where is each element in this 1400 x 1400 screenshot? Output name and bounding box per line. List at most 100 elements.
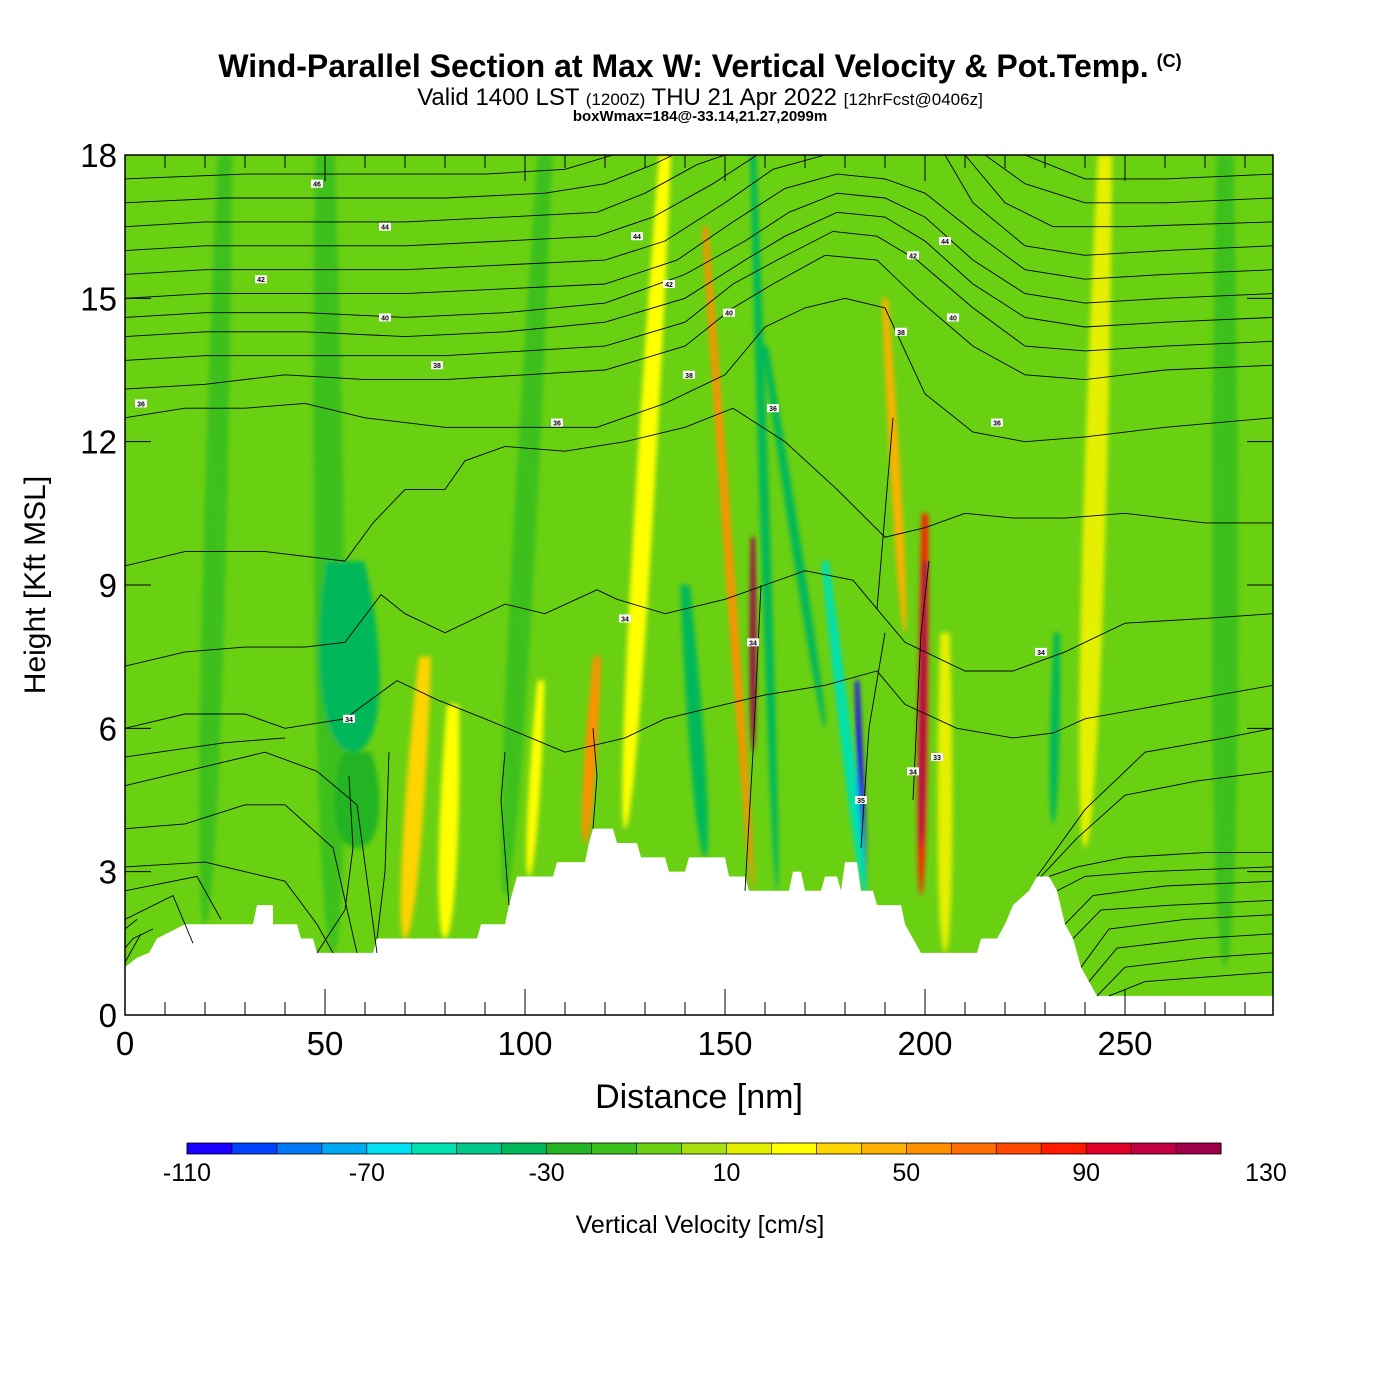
colorbar-swatch <box>726 1143 772 1154</box>
contour-label-bg <box>1035 647 1047 656</box>
colorbar-swatch <box>951 1143 997 1154</box>
contour-label-bg <box>135 399 147 408</box>
contour-label-bg <box>931 753 943 761</box>
colorbar-swatch <box>1041 1143 1087 1154</box>
colorbar-swatch <box>501 1143 548 1154</box>
y-tick-label: 15 <box>80 280 117 317</box>
contour-label: 42 <box>255 275 267 284</box>
velocity-plume <box>622 155 671 829</box>
colorbar-frame <box>186 1142 1222 1155</box>
contour-label-text: 34 <box>749 640 757 647</box>
contour-label-bg <box>379 222 391 231</box>
contour-label: 44 <box>379 222 391 232</box>
colorbar-swatch <box>816 1143 862 1154</box>
theta-contour-line <box>125 804 358 954</box>
velocity-plume <box>919 561 927 848</box>
colorbar-tick-label: 90 <box>1072 1159 1100 1187</box>
contour-label-bg <box>255 275 267 284</box>
contour-label: 33 <box>931 753 943 762</box>
velocity-plume <box>334 752 380 848</box>
contour-label: 42 <box>907 251 919 260</box>
contour-label: 38 <box>683 370 695 380</box>
colorbar-tick-label: -30 <box>529 1159 565 1187</box>
theta-contour-line <box>1064 880 1273 925</box>
contour-label-text: 38 <box>897 330 905 337</box>
colorbar-swatch <box>366 1143 413 1154</box>
contour-label: 34 <box>619 614 631 623</box>
y-tick-label: 18 <box>80 137 117 174</box>
theta-contour-line <box>876 417 894 609</box>
y-tick-label: 12 <box>80 424 117 461</box>
theta-contour-line <box>860 632 886 848</box>
theta-contour-line <box>1088 933 1273 982</box>
theta-contour-line <box>1080 914 1273 968</box>
contour-label-bg <box>683 370 695 379</box>
contour-label: 40 <box>947 313 959 322</box>
x-axis-label: Distance [nm] <box>595 1078 803 1116</box>
contour-labels: 46 44 42 40 38 36 36 44 42 40 38 36 42 44 38 40 36 34 34 34… <box>135 179 1047 805</box>
theta-contour-line <box>125 670 1273 753</box>
theta-contour-line <box>125 919 138 930</box>
contour-label-bg <box>619 614 631 623</box>
colorbar-tick-label: -70 <box>349 1159 385 1187</box>
velocity-plume <box>438 704 460 939</box>
contour-label-text: 35 <box>857 798 865 805</box>
theta-contour-line <box>125 173 1273 299</box>
theta-contour-line <box>500 752 510 906</box>
colorbar: -110 -70 -30 10 50 90 130 <box>163 1142 1287 1187</box>
theta-contour-line <box>125 928 154 949</box>
contour-label: 34 <box>343 714 355 724</box>
colorbar-swatch <box>546 1143 593 1154</box>
contour-label-bg <box>663 280 675 288</box>
contour-label-bg <box>767 404 779 413</box>
theta-contour-line <box>125 894 194 944</box>
forecast-info: [12hrFcst@0406z] <box>843 90 983 109</box>
contour-label-text: 34 <box>909 769 917 776</box>
y-tick-label: 6 <box>99 710 117 747</box>
theta-contour-line <box>125 155 758 252</box>
contour-label-bg <box>895 327 907 336</box>
box-wmax-info: boxWmax=184@-33.14,21.27,2099m <box>572 108 828 125</box>
contour-label-text: 36 <box>769 406 777 413</box>
contour-label-text: 38 <box>433 363 441 370</box>
theta-contour-line <box>125 875 222 920</box>
velocity-plume <box>680 585 709 858</box>
valid-date: THU 21 Apr 2022 <box>651 84 837 111</box>
contour-label-text: 36 <box>137 401 145 408</box>
contour-label: 40 <box>379 313 391 322</box>
colorbar-swatch <box>636 1143 683 1154</box>
contour-label-bg <box>343 714 355 723</box>
colorbar-swatch <box>771 1143 817 1154</box>
theta-contour-line <box>1056 866 1273 892</box>
colorbar-swatch <box>1086 1143 1132 1154</box>
contour-label-text: 34 <box>621 616 629 623</box>
contour-label: 44 <box>939 237 951 246</box>
velocity-plume <box>1211 155 1239 968</box>
contour-label: 36 <box>135 399 147 408</box>
theta-contour-line <box>125 861 334 954</box>
theta-contour-line <box>912 561 930 801</box>
velocity-plume <box>821 561 867 896</box>
copyright-mark: (C) <box>1156 51 1182 71</box>
contour-label-bg <box>631 232 643 241</box>
theta-contour-line <box>125 254 1273 390</box>
colorbar-swatch <box>1131 1143 1177 1154</box>
contour-label: 46 <box>311 179 323 189</box>
contour-label-bg <box>907 767 919 776</box>
colorbar-swatch <box>681 1143 727 1154</box>
contour-label-bg <box>311 179 323 188</box>
theta-contour-line <box>1040 770 1273 877</box>
colorbar-swatch <box>591 1143 638 1154</box>
theta-contour-line <box>125 297 1273 443</box>
velocity-plume <box>750 155 779 891</box>
x-tick-label: 100 <box>497 1025 552 1062</box>
x-tick-label: 250 <box>1097 1025 1152 1062</box>
theta-contour-line <box>1096 952 1273 997</box>
colorbar-swatch <box>861 1143 907 1154</box>
colorbar-tick-label: 50 <box>892 1159 920 1187</box>
contour-label-text: 38 <box>685 373 693 380</box>
colorbar-swatch <box>276 1143 323 1154</box>
theta-contour-line <box>944 155 1273 256</box>
contour-label-text: 40 <box>381 315 389 322</box>
